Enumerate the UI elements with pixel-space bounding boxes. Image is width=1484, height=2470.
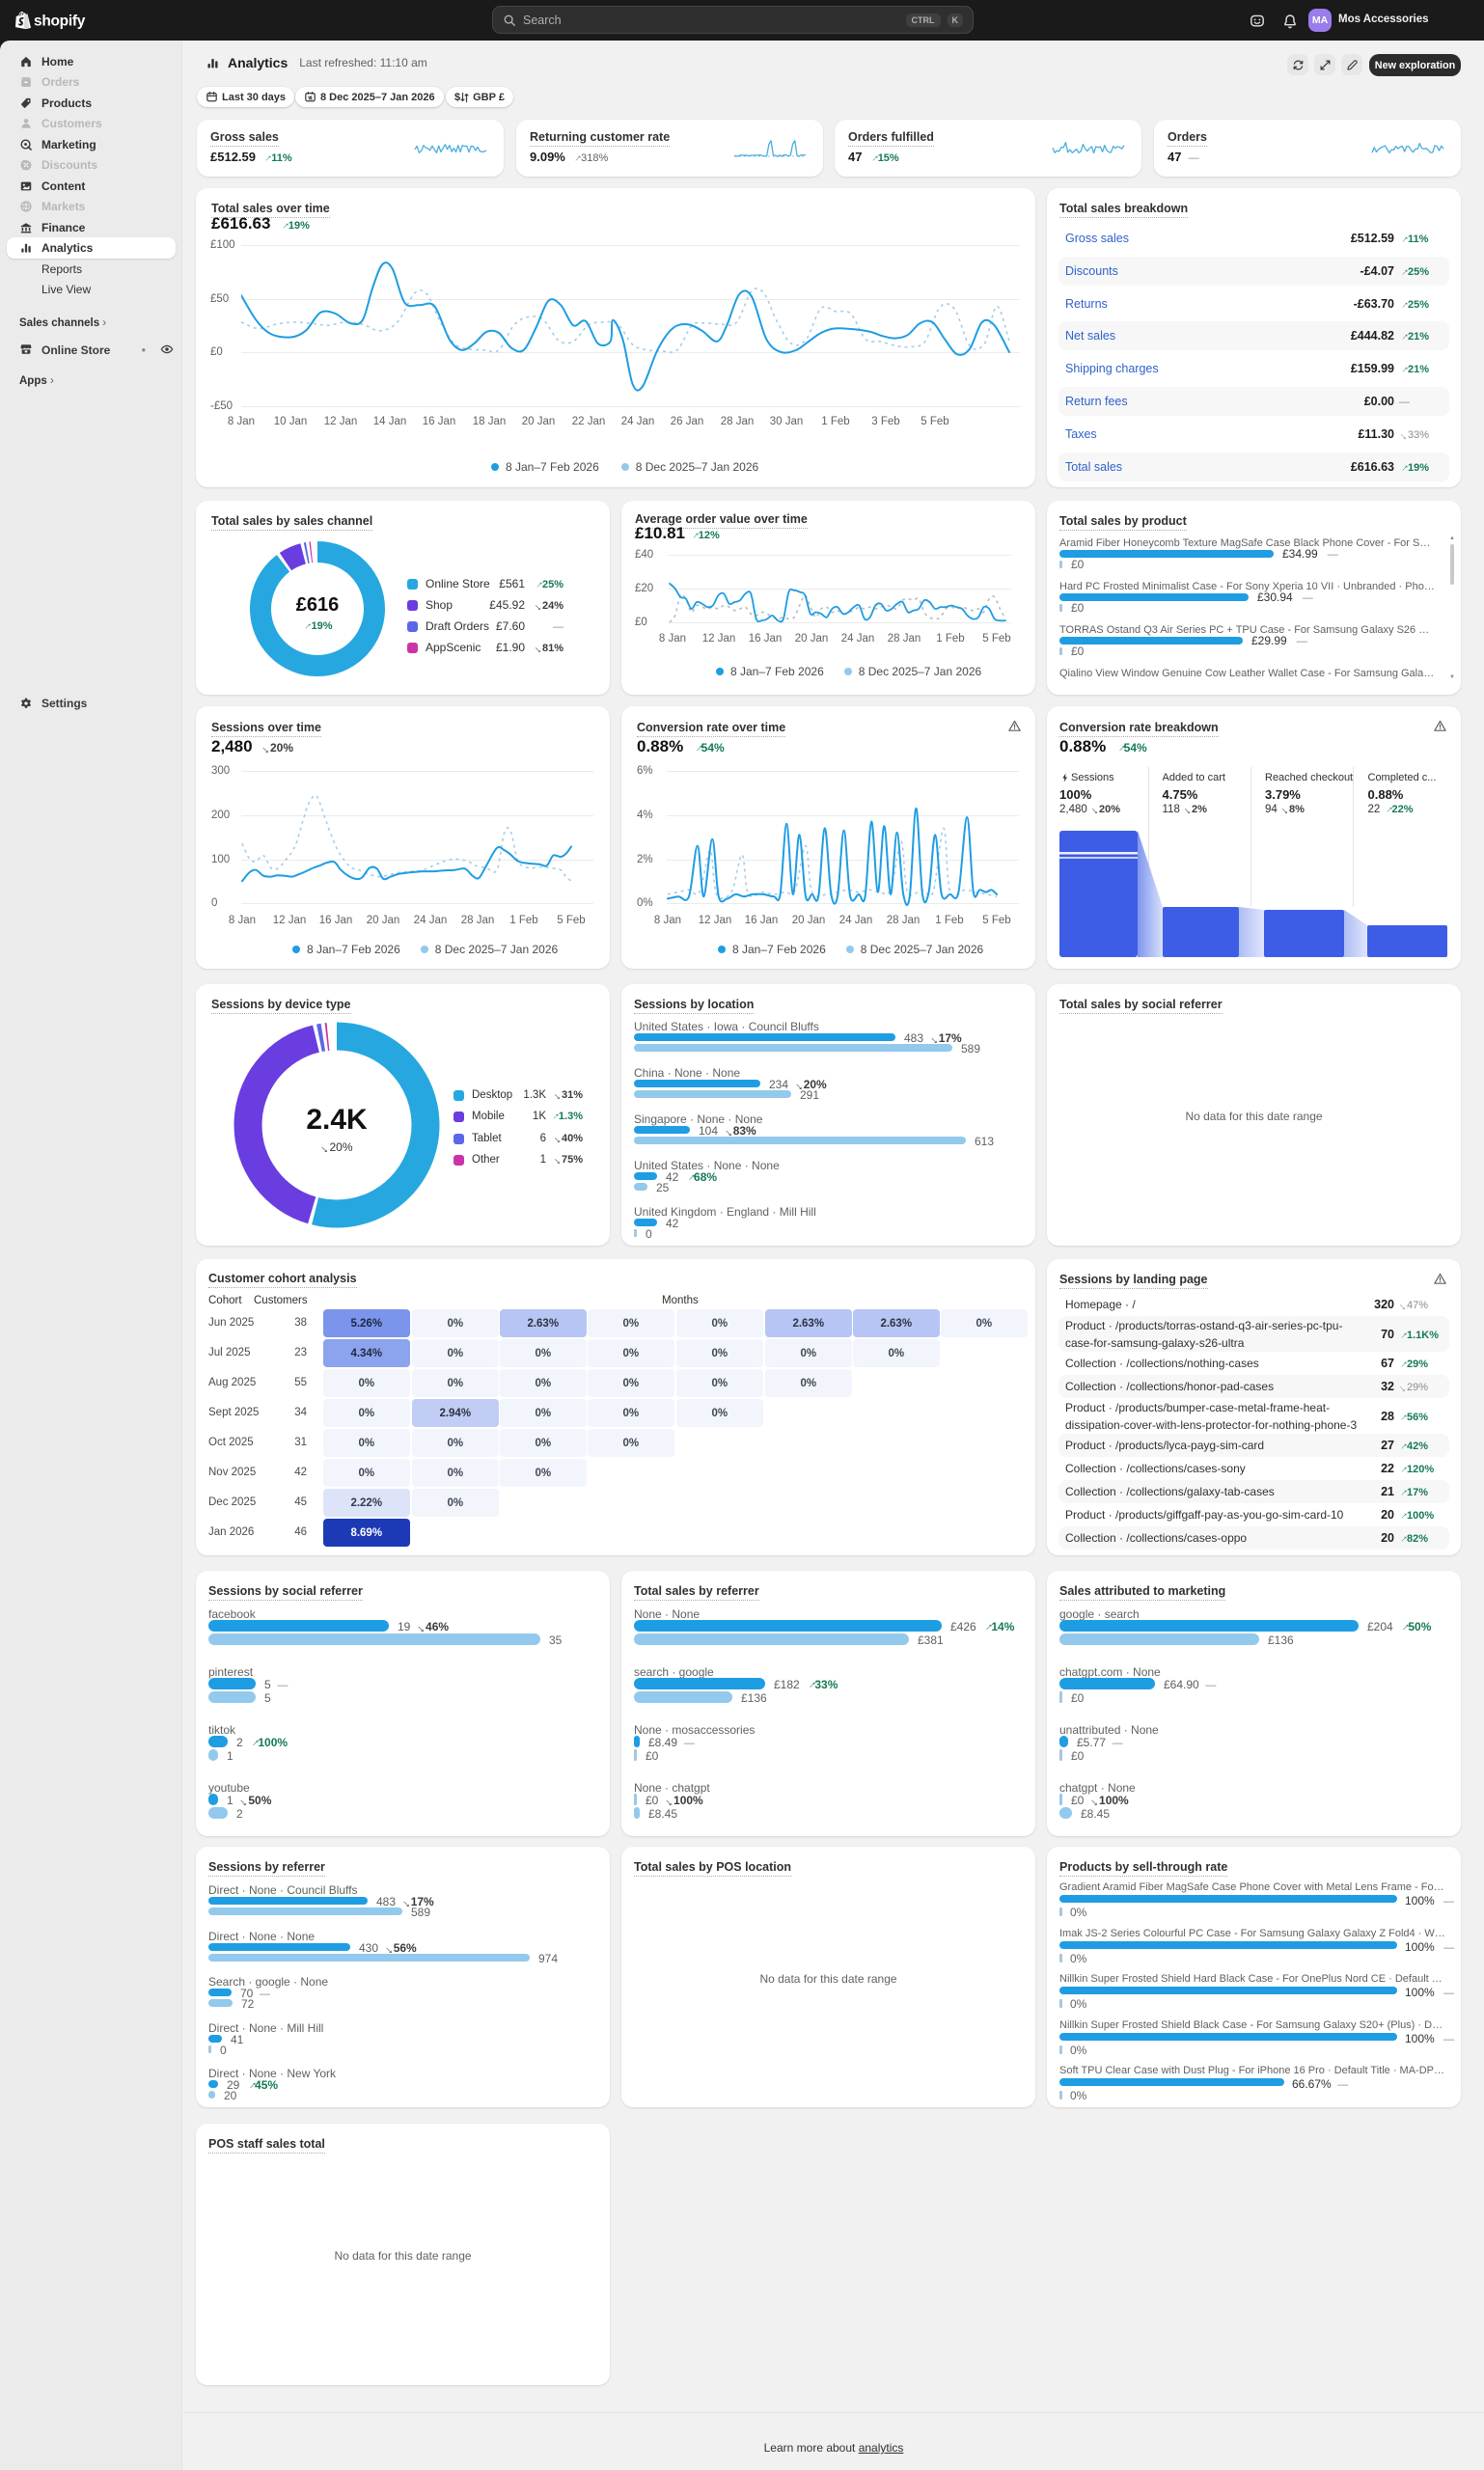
svg-text:shopify: shopify <box>34 14 86 30</box>
